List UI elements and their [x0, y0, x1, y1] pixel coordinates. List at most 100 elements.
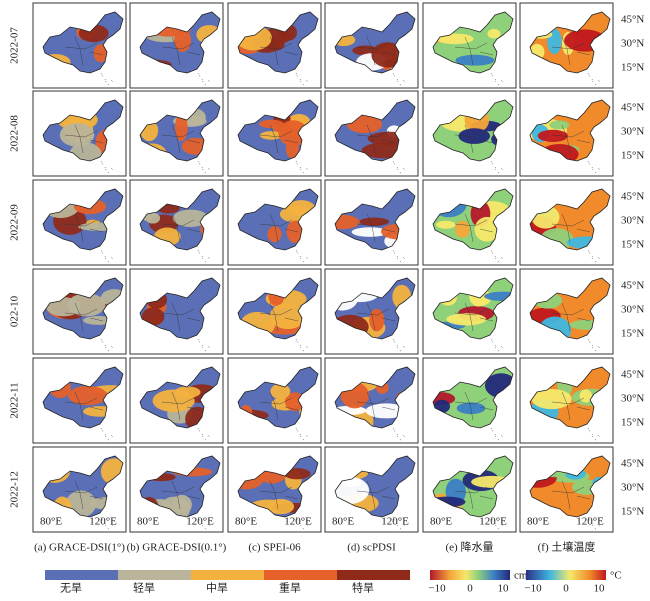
- province-lines: [454, 480, 494, 510]
- lon-label: 120°E: [576, 516, 604, 528]
- lon-label: 120°E: [89, 516, 117, 528]
- province-lines: [551, 213, 591, 243]
- province-lines: [259, 391, 299, 421]
- map-region: [436, 220, 456, 229]
- province-lines: [259, 480, 299, 510]
- south-sea-islands: [100, 249, 114, 264]
- country-outline: [529, 11, 611, 74]
- map-region: [141, 307, 165, 326]
- legend-swatch: [191, 570, 264, 580]
- map-region: [537, 129, 568, 143]
- legend-swatch: [337, 570, 410, 580]
- map-region: [267, 226, 282, 243]
- south-sea-islands: [392, 249, 406, 264]
- map-region: [351, 227, 389, 237]
- legend-label: 特旱: [352, 581, 374, 595]
- lat-label: 15°N: [621, 239, 644, 251]
- lat-label: 45°N: [621, 191, 644, 203]
- south-sea-islands: [295, 338, 309, 353]
- country-outline: [237, 455, 319, 518]
- colorbar-tick: 0: [467, 583, 473, 595]
- map-region: [269, 302, 306, 330]
- south-sea-islands: [587, 338, 601, 353]
- lat-label: 45°N: [621, 14, 644, 26]
- lat-label: 30°N: [621, 304, 644, 316]
- country-outline: [139, 455, 221, 518]
- lat-label: 30°N: [621, 393, 644, 405]
- south-sea-islands: [587, 427, 601, 442]
- row-label: 022-10: [9, 295, 21, 327]
- lat-label: 30°N: [621, 482, 644, 494]
- province-lines: [454, 391, 494, 421]
- lon-label: 80°E: [430, 516, 452, 528]
- legend-swatch: [45, 570, 118, 580]
- country-outline: [139, 277, 221, 340]
- column-label: (c) SPEI-06: [248, 542, 301, 554]
- south-sea-islands: [392, 516, 406, 531]
- country-outline: [529, 99, 611, 162]
- south-sea-islands: [295, 72, 309, 87]
- map-region: [278, 120, 309, 147]
- province-lines: [161, 124, 201, 154]
- row-label: 2022-09: [9, 204, 21, 241]
- province-lines: [356, 302, 396, 332]
- province-lines: [259, 124, 299, 154]
- south-sea-islands: [490, 516, 504, 531]
- country-outline: [529, 277, 611, 340]
- lat-label: 45°N: [621, 369, 644, 381]
- lon-label: 120°E: [284, 516, 312, 528]
- map-region: [152, 389, 195, 413]
- lat-label: 45°N: [621, 102, 644, 114]
- south-sea-islands: [100, 72, 114, 87]
- province-lines: [454, 124, 494, 154]
- country-outline: [42, 11, 124, 74]
- map-region: [67, 385, 108, 406]
- lat-label: 15°N: [621, 506, 644, 518]
- province-lines: [259, 302, 299, 332]
- province-lines: [551, 302, 591, 332]
- map-region: [487, 28, 501, 39]
- south-sea-islands: [197, 249, 211, 264]
- country-outline: [334, 99, 416, 162]
- lon-label: 80°E: [332, 516, 354, 528]
- map-region: [174, 114, 188, 142]
- province-lines: [64, 391, 104, 421]
- map-region: [531, 388, 572, 410]
- province-lines: [64, 480, 104, 510]
- country-outline: [237, 188, 319, 251]
- legend-swatch: [264, 570, 337, 580]
- lon-label: 80°E: [527, 516, 549, 528]
- province-lines: [551, 391, 591, 421]
- south-sea-islands: [490, 427, 504, 442]
- lon-label: 80°E: [235, 516, 257, 528]
- country-outline: [432, 277, 514, 340]
- south-sea-islands: [490, 72, 504, 87]
- colorbar-tick: 0: [563, 583, 569, 595]
- country-outline: [237, 277, 319, 340]
- south-sea-islands: [100, 338, 114, 353]
- map-region: [446, 313, 487, 326]
- legend-label: 轻旱: [133, 581, 155, 595]
- map-region: [267, 498, 295, 515]
- map-region: [59, 123, 95, 147]
- map-region: [259, 131, 283, 140]
- south-sea-islands: [197, 516, 211, 531]
- country-outline: [529, 188, 611, 251]
- country-outline: [432, 366, 514, 429]
- province-lines: [64, 36, 104, 66]
- colorbar-tick: 10: [498, 583, 510, 595]
- lat-label: 15°N: [621, 417, 644, 429]
- map-region: [483, 291, 513, 302]
- south-sea-islands: [100, 427, 114, 442]
- province-lines: [161, 391, 201, 421]
- colorbar-unit: cm: [514, 570, 528, 582]
- legend-swatch: [118, 570, 191, 580]
- lon-label: 120°E: [381, 516, 409, 528]
- lat-label: 30°N: [621, 215, 644, 227]
- column-label: (f) 土壤温度: [538, 540, 596, 554]
- south-sea-islands: [197, 160, 211, 175]
- map-region: [335, 214, 360, 230]
- south-sea-islands: [100, 160, 114, 175]
- map-region: [145, 212, 161, 224]
- colorbar-tick: 10: [594, 583, 606, 595]
